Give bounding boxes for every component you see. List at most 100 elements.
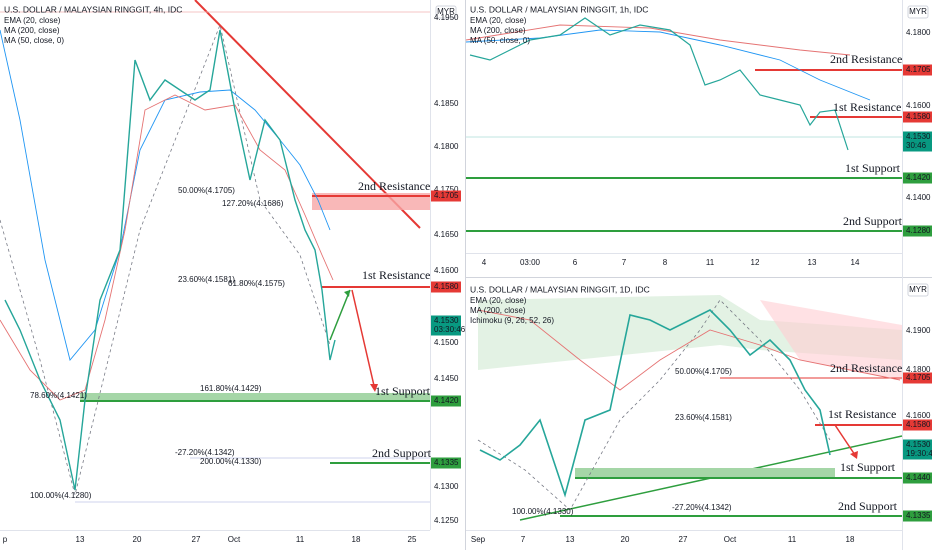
price-tag [431,281,461,293]
price-tag-label: 4.1440 [906,473,931,482]
price-tag [903,439,932,460]
indicator-legend: EMA (20, close) [470,16,527,25]
level-annotation: 2nd Resistance [358,179,430,193]
price-tag [903,510,932,522]
time-label: p [3,535,8,544]
fib-label: -27.20%(4.1342) [672,503,732,512]
level-annotation: 2nd Resistance [830,361,902,375]
time-label: Oct [724,535,737,544]
level-annotation: 1st Resistance [833,100,901,114]
price-label: 4.1400 [906,193,931,202]
price-label: 4.1800 [906,28,931,37]
fib-label: 100.00%(4.1330) [512,507,574,516]
time-label: 13 [566,535,575,544]
price-label: 4.1950 [434,13,459,22]
time-label: Oct [228,535,241,544]
price-tag-timer: 30:46 [906,141,927,150]
price-tag-label: 4.1530 [906,440,931,449]
time-label: 27 [192,535,201,544]
indicator-legend: MA (50, close, 0) [470,36,530,45]
fib-label: -27.20%(4.1342) [175,448,235,457]
price-tag [903,472,932,484]
currency-box [907,283,929,297]
time-label: 03:00 [520,258,541,267]
price-tag-label: 4.1335 [434,458,459,467]
level-annotation: 2nd Support [843,214,903,228]
price-label: 4.1250 [434,516,459,525]
price-label: 4.1850 [434,99,459,108]
chart-title: U.S. DOLLAR / MALAYSIAN RINGGIT, 1h, IDC [470,4,648,14]
price-tag-label: 4.1280 [906,226,931,235]
price-tag [431,315,461,336]
price-tag-label: 4.1335 [906,511,931,520]
chart-title: U.S. DOLLAR / MALAYSIAN RINGGIT, 1D, IDC [470,284,650,294]
price-label: 4.1800 [906,365,931,374]
time-label: 25 [408,535,417,544]
price-tag [903,131,932,152]
fib-label: 50.00%(4.1705) [675,367,732,376]
time-label: 18 [846,535,855,544]
price-tag-label: 4.1705 [906,65,931,74]
price-tag-label: 4.1705 [906,373,931,382]
fib-label: 161.80%(4.1429) [200,384,262,393]
indicator-legend: Ichimoku (9, 26, 52, 26) [470,316,554,325]
time-label: 7 [521,535,526,544]
fib-label: 50.00%(4.1705) [178,186,235,195]
currency-box [907,5,929,19]
price-tag-label: 4.1580 [906,420,931,429]
price-tag [431,190,461,202]
fib-label: 127.20%(4.1686) [222,199,284,208]
price-label: 4.1300 [434,482,459,491]
price-label: 4.1450 [434,374,459,383]
time-label: 11 [296,535,305,544]
price-tag-label: 4.1420 [906,173,931,182]
indicator-legend: MA (200, close) [4,26,60,35]
level-annotation: 2nd Support [838,499,898,513]
level-annotation: 2nd Support [372,446,432,460]
price-label: 4.1600 [434,266,459,275]
time-label: 12 [751,258,760,267]
indicator-legend: EMA (20, close) [470,296,527,305]
time-label: 11 [706,258,715,267]
price-tag [903,225,932,237]
currency: MYR [909,7,927,16]
price-label: 4.1800 [434,142,459,151]
price-tag-timer: 19:30:46 [906,449,932,458]
price-label: 4.1750 [434,185,459,194]
level-annotation: 1st Resistance [828,407,896,421]
fib-label: 23.60%(4.1581) [675,413,732,422]
price-tag-label: 4.1530 [434,316,459,325]
time-label: 13 [808,258,817,267]
price-label: 4.1500 [434,338,459,347]
price-tag-label: 4.1420 [434,396,459,405]
price-tag [903,111,932,123]
currency: MYR [909,285,927,294]
fib-label: 23.60%(4.1581) [178,275,235,284]
price-tag-label: 4.1530 [906,132,931,141]
time-label: 7 [622,258,627,267]
price-tag [903,172,932,184]
price-tag-timer: 03:30:46 [434,325,466,334]
price-label: 4.1900 [906,326,931,335]
fib-label: 100.00%(4.1280) [30,491,92,500]
indicator-legend: MA (200, close) [470,306,526,315]
level-annotation: 1st Support [845,161,901,175]
time-label: 27 [679,535,688,544]
price-tag-label: 4.1580 [434,282,459,291]
price-label: 4.1600 [906,101,931,110]
time-label: Sep [471,535,486,544]
price-label: 4.1600 [906,411,931,420]
time-label: 13 [76,535,85,544]
level-annotation: 1st Support [375,384,431,398]
level-annotation: 2nd Resistance [830,52,902,66]
price-tag [903,64,932,76]
chart-title: U.S. DOLLAR / MALAYSIAN RINGGIT, 4h, IDC [4,4,182,14]
currency-box [435,5,457,19]
time-label: 8 [663,258,668,267]
price-tag [431,457,461,469]
currency: MYR [437,7,455,16]
indicator-legend: MA (200, close) [470,26,526,35]
time-label: 14 [851,258,860,267]
time-label: 20 [133,535,142,544]
